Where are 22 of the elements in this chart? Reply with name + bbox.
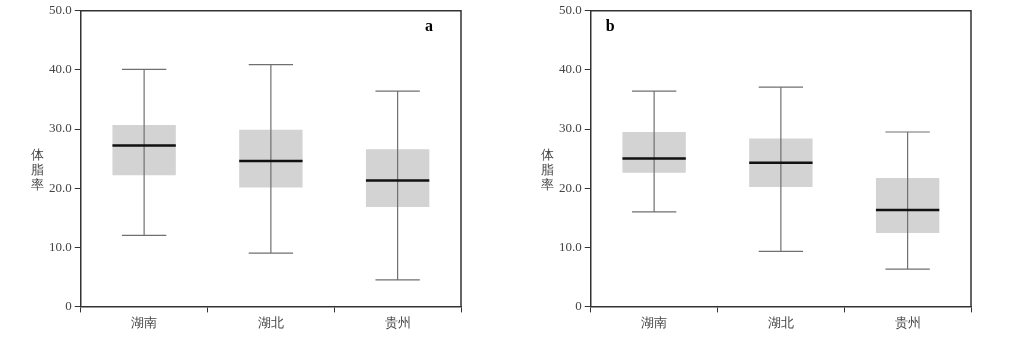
x-tick-label: 湖南 (131, 314, 158, 330)
y-tick-label: 0 (575, 297, 582, 313)
annotation: b (605, 16, 615, 34)
y-tick-label: 20.0 (49, 179, 72, 195)
x-tick-label: 湖北 (257, 314, 284, 330)
y-axis-title: 体脂率 (29, 147, 45, 192)
y-tick-label: 30.0 (49, 120, 72, 136)
y-axis-title: 体脂率 (539, 147, 555, 192)
y-tick-label: 10.0 (49, 238, 72, 254)
y-tick-label: 40.0 (49, 61, 72, 77)
y-tick-label: 30.0 (559, 120, 582, 136)
y-tick-label: 40.0 (559, 61, 582, 77)
y-tick-label: 10.0 (559, 238, 582, 254)
y-tick-label: 0 (65, 297, 72, 313)
x-tick-label: 贵州 (384, 314, 411, 330)
x-tick-label: 湖南 (641, 314, 668, 330)
annotation: a (425, 16, 433, 34)
y-tick-label: 50.0 (559, 2, 582, 18)
y-tick-label: 50.0 (49, 2, 72, 18)
x-tick-label: 贵州 (894, 314, 921, 330)
y-tick-label: 20.0 (559, 179, 582, 195)
x-tick-label: 湖北 (767, 314, 794, 330)
